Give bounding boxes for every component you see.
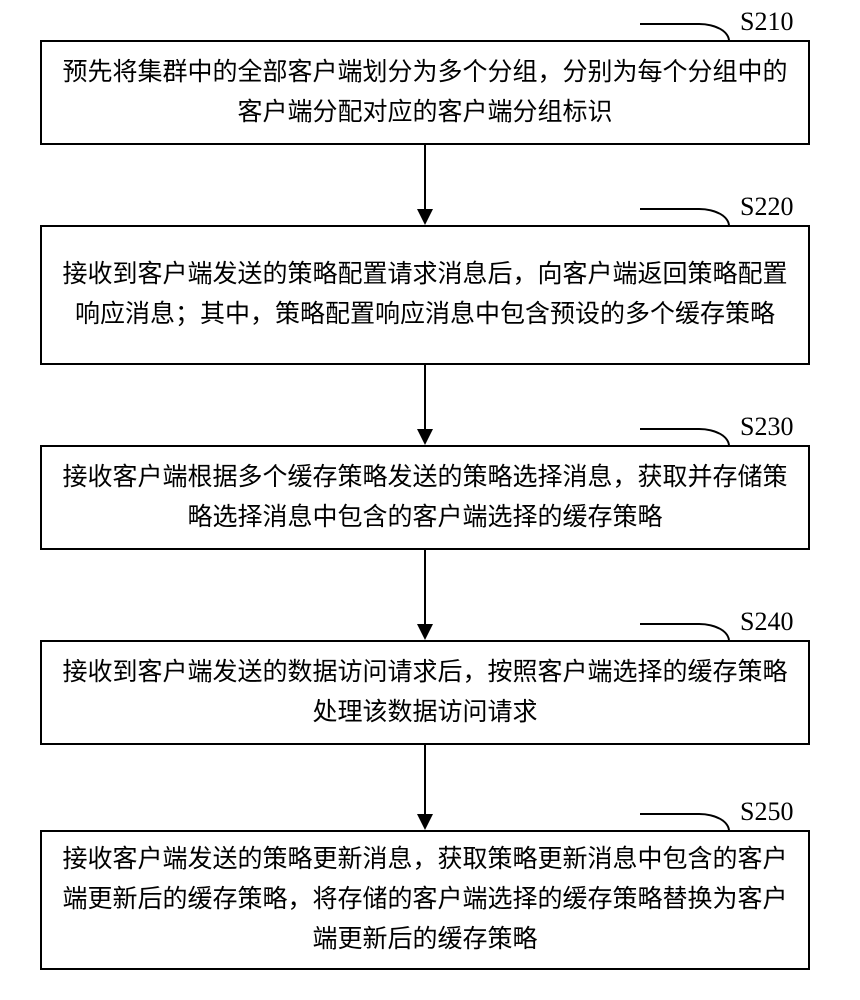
step-text: 接收到客户端发送的策略配置请求消息后，向客户端返回策略配置响应消息；其中，策略配… [62, 255, 788, 335]
leader-line [640, 208, 730, 226]
leader-line [640, 23, 730, 41]
step-label-S230: S230 [740, 412, 793, 442]
step-text: 接收到客户端发送的数据访问请求后，按照客户端选择的缓存策略处理该数据访问请求 [62, 653, 788, 733]
leader-line [640, 813, 730, 831]
flowchart-canvas: 预先将集群中的全部客户端划分为多个分组，分别为每个分组中的客户端分配对应的客户端… [0, 0, 860, 1000]
step-box-S230: 接收客户端根据多个缓存策略发送的策略选择消息，获取并存储策略选择消息中包含的客户… [40, 445, 810, 550]
arrow-line [424, 365, 426, 429]
step-box-S250: 接收客户端发送的策略更新消息，获取策略更新消息中包含的客户端更新后的缓存策略，将… [40, 830, 810, 970]
arrow-line [424, 145, 426, 209]
leader-line [640, 428, 730, 446]
arrow-head-icon [417, 624, 433, 640]
step-box-S210: 预先将集群中的全部客户端划分为多个分组，分别为每个分组中的客户端分配对应的客户端… [40, 40, 810, 145]
step-text: 预先将集群中的全部客户端划分为多个分组，分别为每个分组中的客户端分配对应的客户端… [62, 53, 788, 133]
arrow-head-icon [417, 814, 433, 830]
step-box-S240: 接收到客户端发送的数据访问请求后，按照客户端选择的缓存策略处理该数据访问请求 [40, 640, 810, 745]
step-label-S240: S240 [740, 607, 793, 637]
arrow-head-icon [417, 429, 433, 445]
arrow-head-icon [417, 209, 433, 225]
step-label-S250: S250 [740, 797, 793, 827]
arrow-line [424, 745, 426, 814]
step-text: 接收客户端根据多个缓存策略发送的策略选择消息，获取并存储策略选择消息中包含的客户… [62, 458, 788, 538]
step-label-S210: S210 [740, 7, 793, 37]
arrow-line [424, 550, 426, 624]
step-text: 接收客户端发送的策略更新消息，获取策略更新消息中包含的客户端更新后的缓存策略，将… [62, 840, 788, 960]
step-label-S220: S220 [740, 192, 793, 222]
step-box-S220: 接收到客户端发送的策略配置请求消息后，向客户端返回策略配置响应消息；其中，策略配… [40, 225, 810, 365]
leader-line [640, 623, 730, 641]
